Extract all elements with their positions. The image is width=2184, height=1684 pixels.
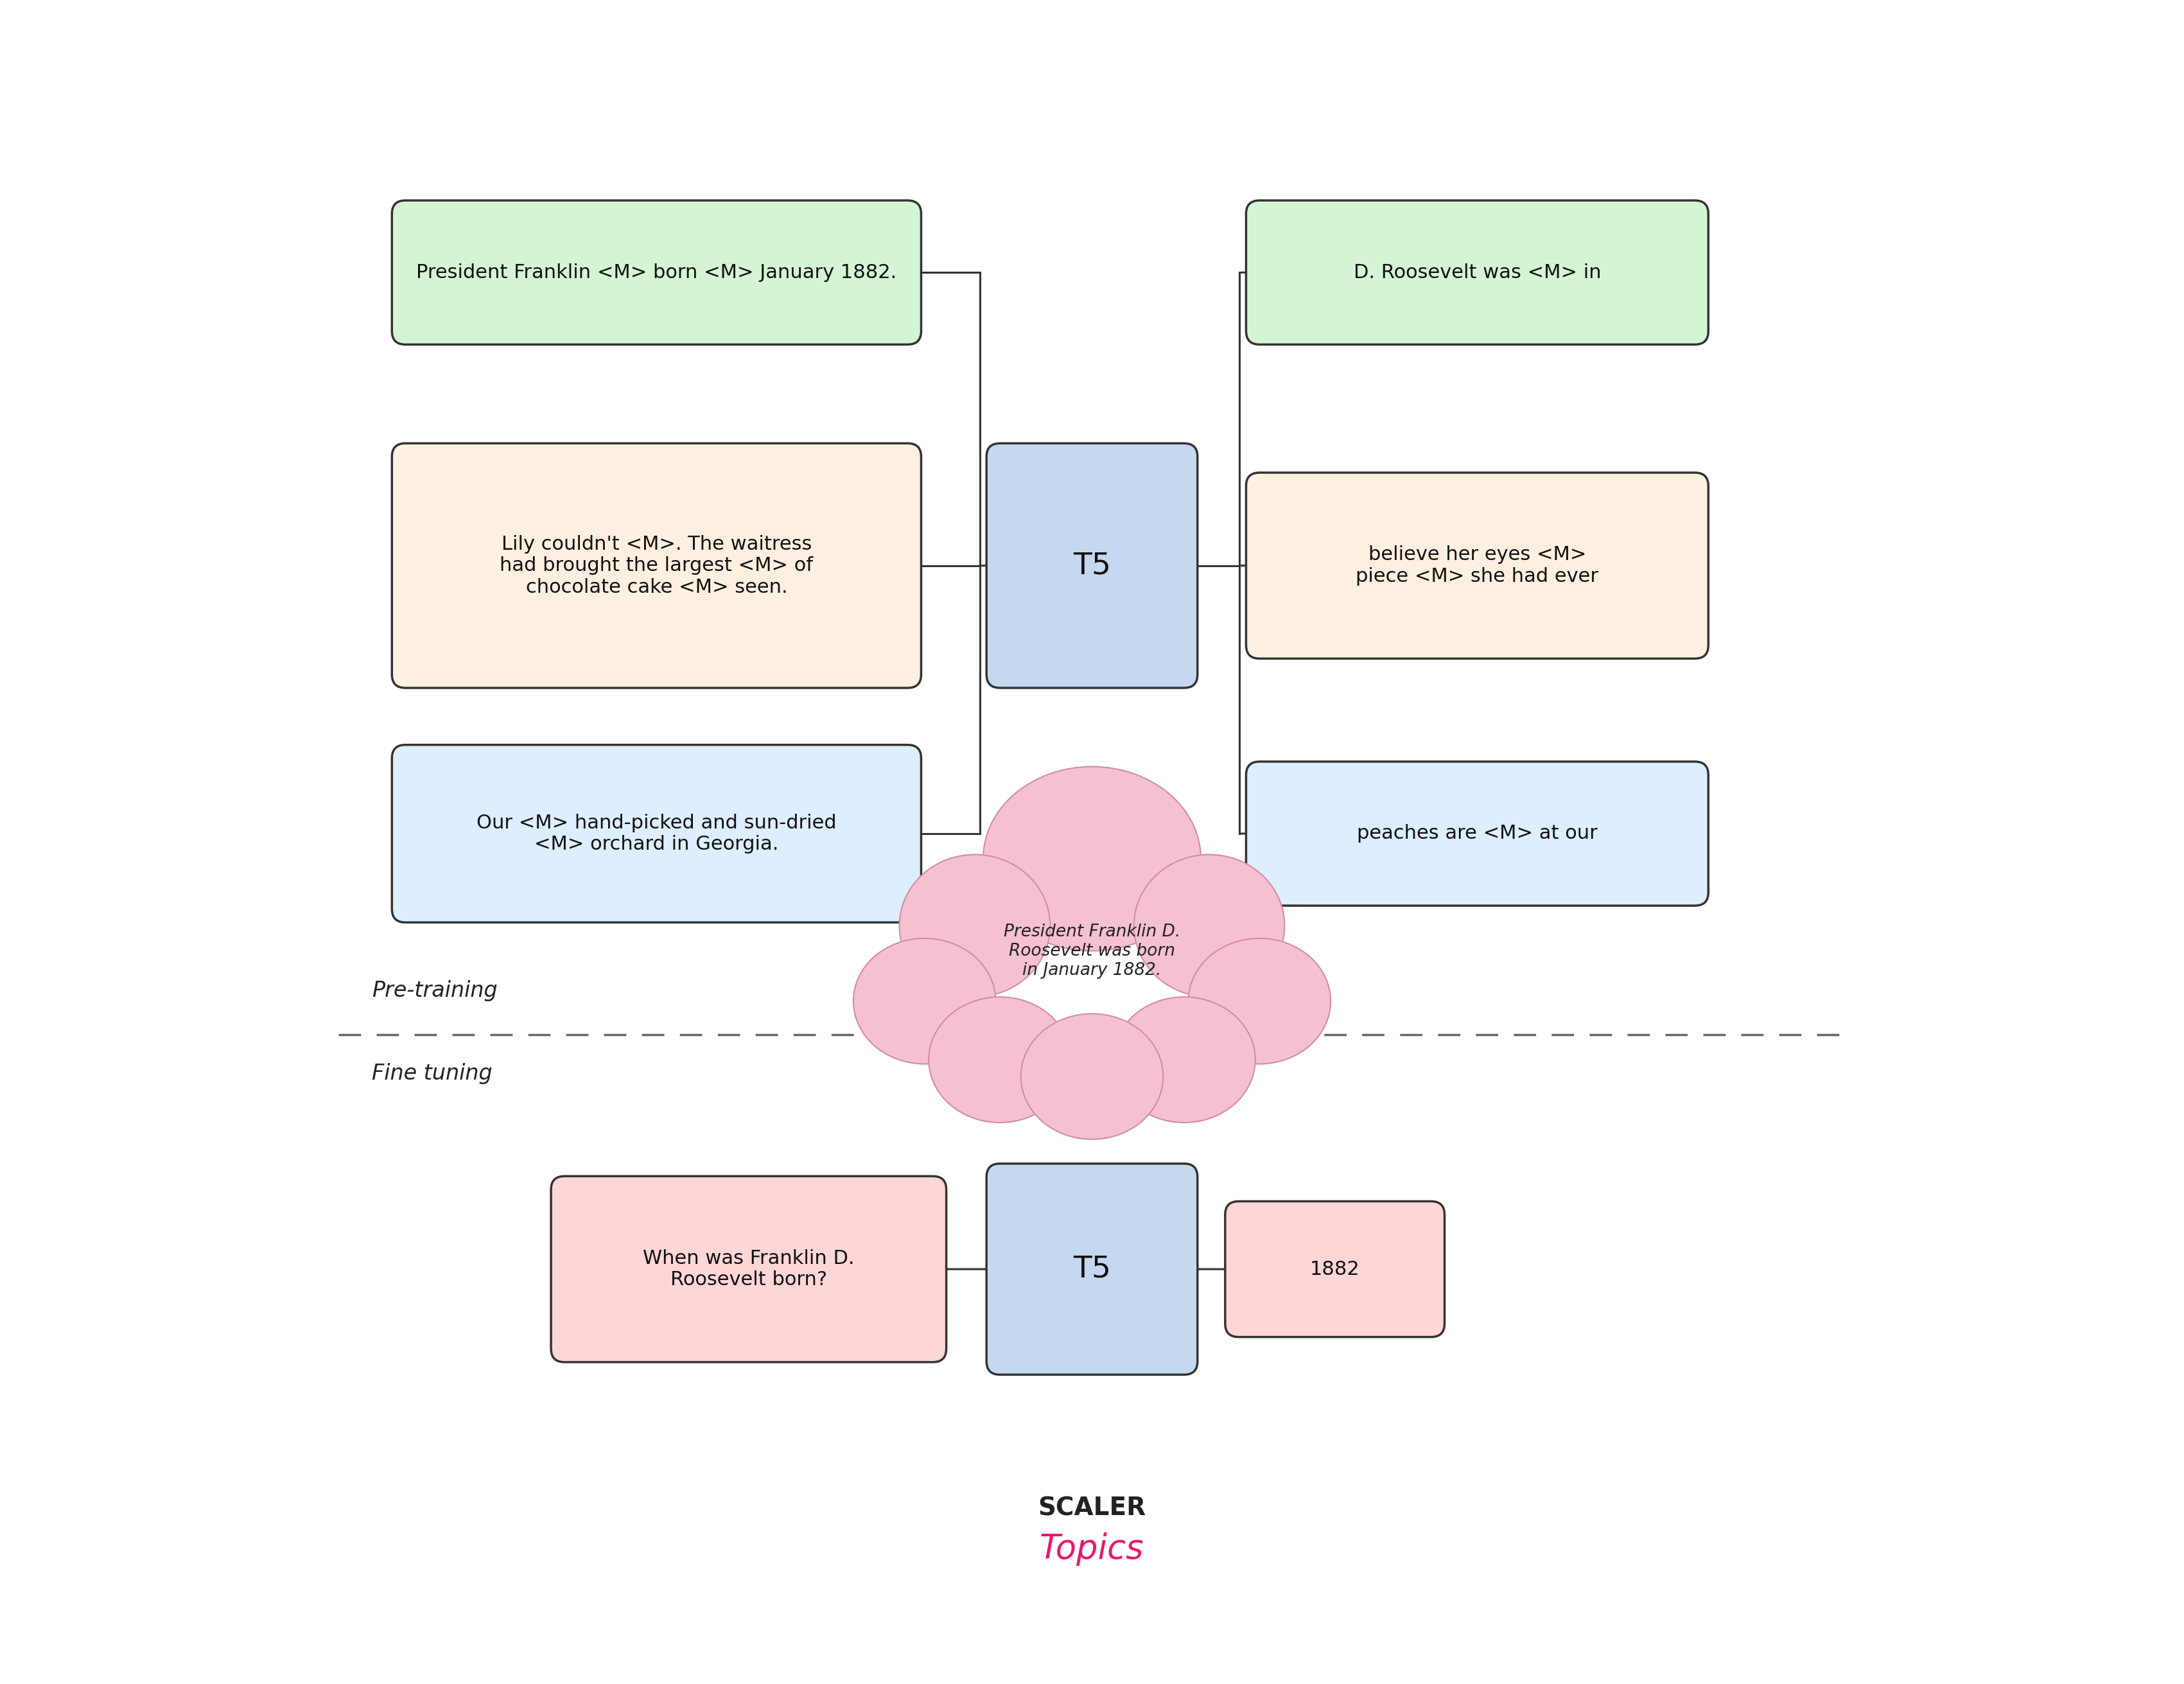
Ellipse shape bbox=[983, 766, 1201, 951]
Ellipse shape bbox=[928, 997, 1070, 1123]
Text: Pre-training: Pre-training bbox=[371, 980, 498, 1000]
Text: Lily couldn't <M>. The waitress
had brought the largest <M> of
chocolate cake <M: Lily couldn't <M>. The waitress had brou… bbox=[500, 536, 812, 596]
FancyBboxPatch shape bbox=[1247, 761, 1708, 906]
FancyBboxPatch shape bbox=[1247, 473, 1708, 658]
Text: D. Roosevelt was <M> in: D. Roosevelt was <M> in bbox=[1354, 263, 1601, 281]
Text: President Franklin D.
Roosevelt was born
in January 1882.: President Franklin D. Roosevelt was born… bbox=[1005, 923, 1179, 978]
Ellipse shape bbox=[1188, 938, 1330, 1064]
Text: Topics: Topics bbox=[1040, 1532, 1144, 1566]
FancyBboxPatch shape bbox=[987, 443, 1197, 687]
Text: peaches are <M> at our: peaches are <M> at our bbox=[1356, 823, 1597, 844]
FancyBboxPatch shape bbox=[1225, 1201, 1444, 1337]
Ellipse shape bbox=[900, 854, 1051, 997]
FancyBboxPatch shape bbox=[391, 200, 922, 345]
FancyBboxPatch shape bbox=[1247, 200, 1708, 345]
Text: T5: T5 bbox=[1072, 551, 1112, 579]
Text: T5: T5 bbox=[1072, 1255, 1112, 1283]
Text: When was Franklin D.
Roosevelt born?: When was Franklin D. Roosevelt born? bbox=[642, 1250, 854, 1290]
Text: President Franklin <M> born <M> January 1882.: President Franklin <M> born <M> January … bbox=[417, 263, 898, 281]
Text: SCALER: SCALER bbox=[1037, 1495, 1147, 1521]
Text: believe her eyes <M>
piece <M> she had ever: believe her eyes <M> piece <M> she had e… bbox=[1356, 546, 1599, 586]
Text: 1882: 1882 bbox=[1310, 1260, 1361, 1278]
Ellipse shape bbox=[1133, 854, 1284, 997]
Text: Our <M> hand-picked and sun-dried
<M> orchard in Georgia.: Our <M> hand-picked and sun-dried <M> or… bbox=[476, 813, 836, 854]
FancyBboxPatch shape bbox=[391, 443, 922, 687]
FancyBboxPatch shape bbox=[987, 1164, 1197, 1374]
Text: Fine tuning: Fine tuning bbox=[371, 1063, 491, 1084]
FancyBboxPatch shape bbox=[391, 744, 922, 923]
Ellipse shape bbox=[1114, 997, 1256, 1123]
FancyBboxPatch shape bbox=[550, 1175, 946, 1362]
Ellipse shape bbox=[854, 938, 996, 1064]
Ellipse shape bbox=[1020, 1014, 1164, 1140]
